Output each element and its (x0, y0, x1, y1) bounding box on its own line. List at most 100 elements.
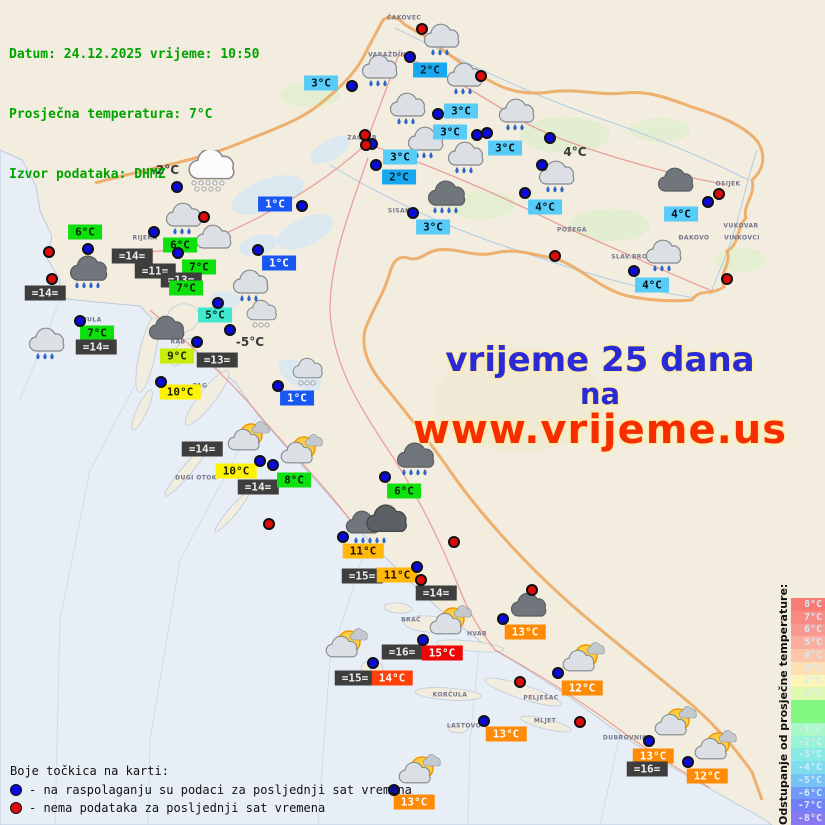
station-dot-nodata (416, 23, 428, 35)
rain-cloud-icon (420, 23, 466, 73)
rain-cloud-icon (358, 54, 404, 104)
scale-entry: -2°C (791, 735, 825, 749)
snow-cloud-icon (184, 148, 242, 200)
station-dot-data (224, 324, 236, 336)
dot-legend: Boje točkica na karti: - na raspolaganju… (10, 762, 412, 817)
station-dot-data (254, 455, 266, 467)
station-dot-data (379, 471, 391, 483)
temp-label: 13°C (485, 726, 527, 742)
scale-entry: -3°C (791, 748, 825, 762)
station-dot-data (432, 108, 444, 120)
station-dot-nodata (198, 211, 210, 223)
city-label: ČAKOVEC (386, 14, 422, 22)
temp-label: 3°C (444, 103, 478, 119)
temp-label: 5°C (198, 307, 232, 323)
info-date-time: Datum: 24.12.2025 vrijeme: 10:50 (9, 47, 260, 62)
legend-item-text: - na raspolaganju su podaci za posljednj… (29, 783, 412, 797)
station-dot-nodata (514, 676, 526, 688)
station-dot-data (171, 181, 183, 193)
temp-label: 1°C (258, 196, 292, 212)
temp-label: 1°C (262, 255, 296, 271)
sun-cloud-icon (652, 705, 704, 755)
sun-cloud-icon (427, 604, 479, 654)
station-dot-nodata (475, 70, 487, 82)
station-dot-data (82, 243, 94, 255)
city-label: HVAR (466, 630, 488, 638)
station-dot-nodata (46, 273, 58, 285)
dewpoint-label: =14= (237, 479, 279, 495)
scale-entry: -4°C (791, 761, 825, 774)
city-label: VINKOVCI (724, 234, 760, 242)
dewpoint-label: =14= (24, 285, 66, 301)
station-dot-data (682, 756, 694, 768)
rain-cloud-icon (444, 141, 490, 191)
city-label: VUKOVAR (723, 222, 759, 230)
dewpoint-label: =14= (75, 339, 117, 355)
dewpoint-label: =16= (381, 644, 423, 660)
station-dot-nodata (360, 139, 372, 151)
station-dot-data (267, 459, 279, 471)
temp-label: 12°C (561, 680, 603, 696)
rain-cloud-icon (535, 160, 581, 210)
station-dot-data (478, 715, 490, 727)
temp-label: 3°C (488, 140, 522, 156)
snow-cloud-icon (241, 297, 287, 347)
city-label: SISAK (387, 207, 411, 215)
legend-title: Boje točkica na karti: (10, 764, 169, 778)
dewpoint-label: =15= (341, 568, 383, 584)
sun-cloud-icon (560, 641, 612, 691)
station-dot-data (212, 297, 224, 309)
city-label: BRAČ (401, 616, 421, 624)
station-dot-data (252, 244, 264, 256)
scale-title: Odstupanje od prosječne temperature: (777, 583, 790, 825)
info-data-source: Izvor podataka: DHMZ (9, 167, 166, 182)
temp-label: 4°C (635, 277, 669, 293)
temp-label: 2°C (413, 62, 447, 78)
cloud-icon (654, 165, 700, 215)
scale-entry: 1°C (791, 687, 825, 700)
legend-item: - nema podataka za posljednji sat vremen… (10, 799, 412, 817)
info-average-temperature: Prosječna temperatura: 7°C (9, 107, 213, 122)
station-dot-data (628, 265, 640, 277)
scale-entry: -5°C (791, 773, 825, 787)
temp-label: 3°C (433, 124, 467, 140)
station-dot-data (370, 159, 382, 171)
dewpoint-label: =15= (334, 670, 376, 686)
temp-label: 6°C (387, 483, 421, 499)
station-dot-nodata (526, 584, 538, 596)
station-dot-data (404, 51, 416, 63)
city-label: OSIJEK (715, 180, 741, 188)
city-label: DUGI OTOK (175, 474, 217, 482)
temp-label: 1°C (280, 390, 314, 406)
temp-label: 13°C (504, 624, 546, 640)
city-label: MLJET (533, 717, 557, 725)
temp-label: 3°C (416, 219, 450, 235)
dewpoint-label: =14= (415, 585, 457, 601)
city-label: KORČULA (432, 691, 468, 699)
station-dot-data (481, 127, 493, 139)
station-dot-data (702, 196, 714, 208)
dewpoint-label: =13= (196, 352, 238, 368)
city-label: DUBROVNIK (602, 734, 648, 742)
legend-red-dot-icon (10, 802, 22, 814)
station-dot-nodata (721, 273, 733, 285)
temp-label: 8°C (277, 472, 311, 488)
sun-cloud-icon (225, 420, 277, 470)
scale-entry: -8°C (791, 812, 825, 825)
temp-label: 3°C (383, 149, 417, 165)
city-label: POŽEGA (557, 226, 587, 234)
station-dot-data (536, 159, 548, 171)
scale-entry: 8°C (791, 598, 825, 611)
legend-item-text: - nema podataka za posljednji sat vremen… (29, 801, 326, 815)
heavy-rain-cloud-icon (66, 255, 112, 305)
station-dot-data (411, 561, 423, 573)
city-label: LASTOVO (446, 722, 482, 730)
station-dot-nodata (549, 250, 561, 262)
station-dot-data (272, 380, 284, 392)
station-dot-data (148, 226, 160, 238)
rain-cloud-icon (642, 239, 688, 289)
scale-entry: 6°C (791, 623, 825, 637)
watermark: vrijeme 25 dana na www.vrijeme.us (400, 342, 800, 451)
temp-label: 12°C (686, 768, 728, 784)
